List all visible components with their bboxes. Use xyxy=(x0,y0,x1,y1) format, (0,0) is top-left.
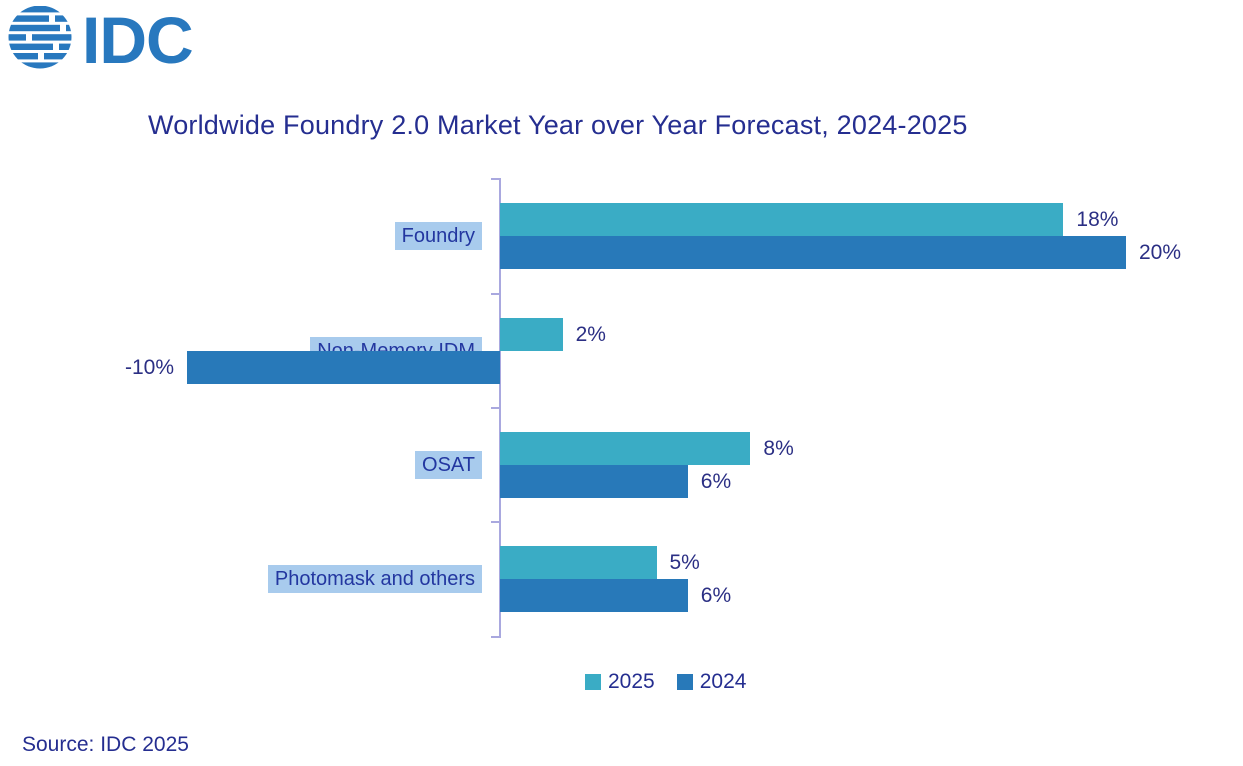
source-text: Source: IDC 2025 xyxy=(22,733,189,756)
chart-title: Worldwide Foundry 2.0 Market Year over Y… xyxy=(148,110,968,140)
value-label-2024-photomask-and-others: 6% xyxy=(700,583,732,607)
value-label-2024-foundry: 20% xyxy=(1139,240,1182,264)
category-label-photomask-and-others: Photomask and others xyxy=(267,565,482,593)
bar-2024-photomask-and-others xyxy=(500,579,688,612)
legend-label-2025: 2025 xyxy=(608,670,655,693)
axis-tick-2 xyxy=(491,407,499,409)
legend-item-2025: 2025 xyxy=(585,670,655,694)
idc-logo-text: IDC xyxy=(82,4,193,70)
bar-2025-non-memory-idm xyxy=(500,318,563,351)
idc-globe-icon xyxy=(8,6,72,69)
legend-item-2024: 2024 xyxy=(676,670,747,694)
category-label-osat: OSAT xyxy=(415,451,482,479)
value-label-2024-osat: 6% xyxy=(700,469,732,493)
legend-swatch-2025 xyxy=(585,674,601,690)
bar-2025-osat xyxy=(500,432,751,465)
category-label-foundry: Foundry xyxy=(394,222,482,250)
bar-2024-foundry xyxy=(500,236,1126,269)
axis-tick-4 xyxy=(491,636,499,638)
axis-tick-3 xyxy=(491,521,499,523)
value-label-2025-foundry: 18% xyxy=(1076,207,1119,231)
axis-zero-line xyxy=(499,178,501,638)
bar-2024-osat xyxy=(500,465,688,498)
bar-2025-photomask-and-others xyxy=(500,546,657,579)
value-label-2025-photomask-and-others: 5% xyxy=(669,550,700,574)
bar-2025-foundry xyxy=(500,203,1064,236)
legend-swatch-2024 xyxy=(676,674,693,690)
legend-label-2024: 2024 xyxy=(699,670,747,693)
value-label-2024-non-memory-idm: -10% xyxy=(124,355,174,379)
bar-2024-non-memory-idm xyxy=(187,351,500,384)
idc-logo: IDC xyxy=(8,4,194,70)
axis-tick-0 xyxy=(491,178,499,180)
value-label-2025-non-memory-idm: 2% xyxy=(575,322,606,346)
value-label-2025-osat: 8% xyxy=(763,436,794,460)
axis-tick-1 xyxy=(491,293,499,295)
chart-legend: 2025 2024 xyxy=(585,670,746,694)
